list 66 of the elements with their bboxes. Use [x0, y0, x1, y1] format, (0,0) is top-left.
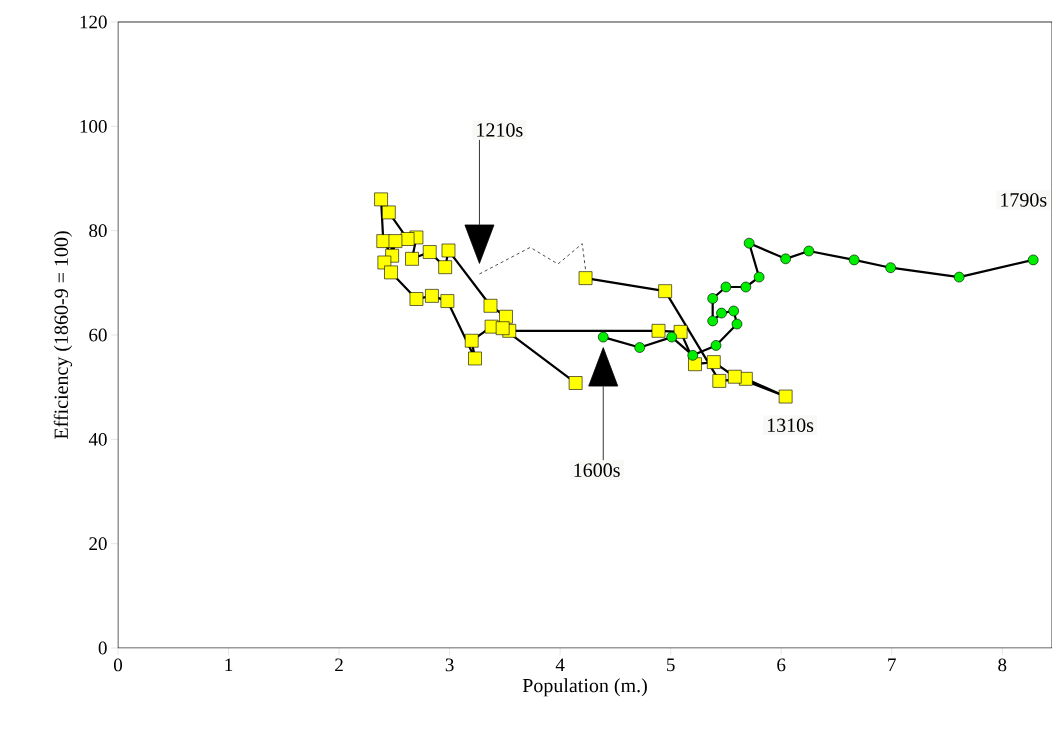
point [706, 355, 721, 369]
point [720, 281, 732, 293]
point [425, 289, 439, 303]
point [468, 351, 482, 366]
point [597, 331, 609, 343]
x-tick-label: 4 [555, 658, 565, 672]
point [438, 260, 452, 274]
x-tick-label: 2 [335, 658, 343, 672]
y-tick-label: 20 [89, 537, 107, 551]
x-tick-label: 5 [667, 658, 675, 672]
point [780, 253, 791, 265]
point [634, 342, 646, 353]
y-tick-label: 60 [89, 328, 107, 342]
y-axis-title: Efficiency (1860-9 = 100) [53, 231, 73, 440]
point [848, 254, 860, 266]
point [651, 324, 666, 338]
point [1027, 254, 1039, 266]
point [778, 389, 793, 404]
point [405, 252, 419, 266]
point [707, 293, 718, 304]
point [953, 271, 965, 283]
point [409, 292, 424, 306]
point [716, 307, 727, 319]
point [388, 234, 403, 248]
point [885, 262, 896, 273]
point [658, 284, 672, 298]
y-tick-label: 40 [88, 432, 107, 446]
y-tick-label: 120 [80, 15, 107, 29]
point [382, 205, 396, 220]
point [727, 369, 742, 384]
x-tick-label: 3 [445, 658, 454, 672]
point [731, 318, 743, 330]
point [495, 321, 510, 336]
x-tick-label: 7 [888, 658, 896, 671]
point [710, 340, 722, 351]
x-axis-title: Population (m.) [522, 678, 647, 697]
point [422, 245, 437, 259]
point [483, 298, 498, 313]
point [464, 333, 479, 348]
point [707, 315, 718, 327]
point [753, 271, 765, 283]
point [712, 374, 727, 388]
y-tick-label: 100 [80, 119, 107, 133]
annotation: 1210s [477, 123, 523, 137]
point [441, 243, 456, 258]
point [673, 325, 688, 339]
y-tick-label: 0 [98, 641, 107, 655]
y-tick-label: 80 [89, 224, 107, 238]
annotation: 1600s [574, 463, 620, 477]
point [740, 281, 752, 293]
annotation: 1310s [767, 418, 814, 432]
point [687, 350, 699, 361]
point [728, 305, 739, 317]
point [384, 265, 398, 280]
point [568, 376, 583, 390]
x-tick-label: 6 [777, 658, 786, 672]
point [440, 294, 455, 308]
point [578, 271, 593, 285]
point [803, 245, 815, 257]
point [374, 192, 388, 207]
annotation: 1790s [1001, 193, 1047, 207]
x-tick-label: 1 [225, 658, 233, 672]
point [666, 331, 678, 343]
point [743, 237, 755, 249]
x-tick-label: 0 [113, 658, 123, 672]
x-tick-label: 8 [998, 658, 1007, 672]
